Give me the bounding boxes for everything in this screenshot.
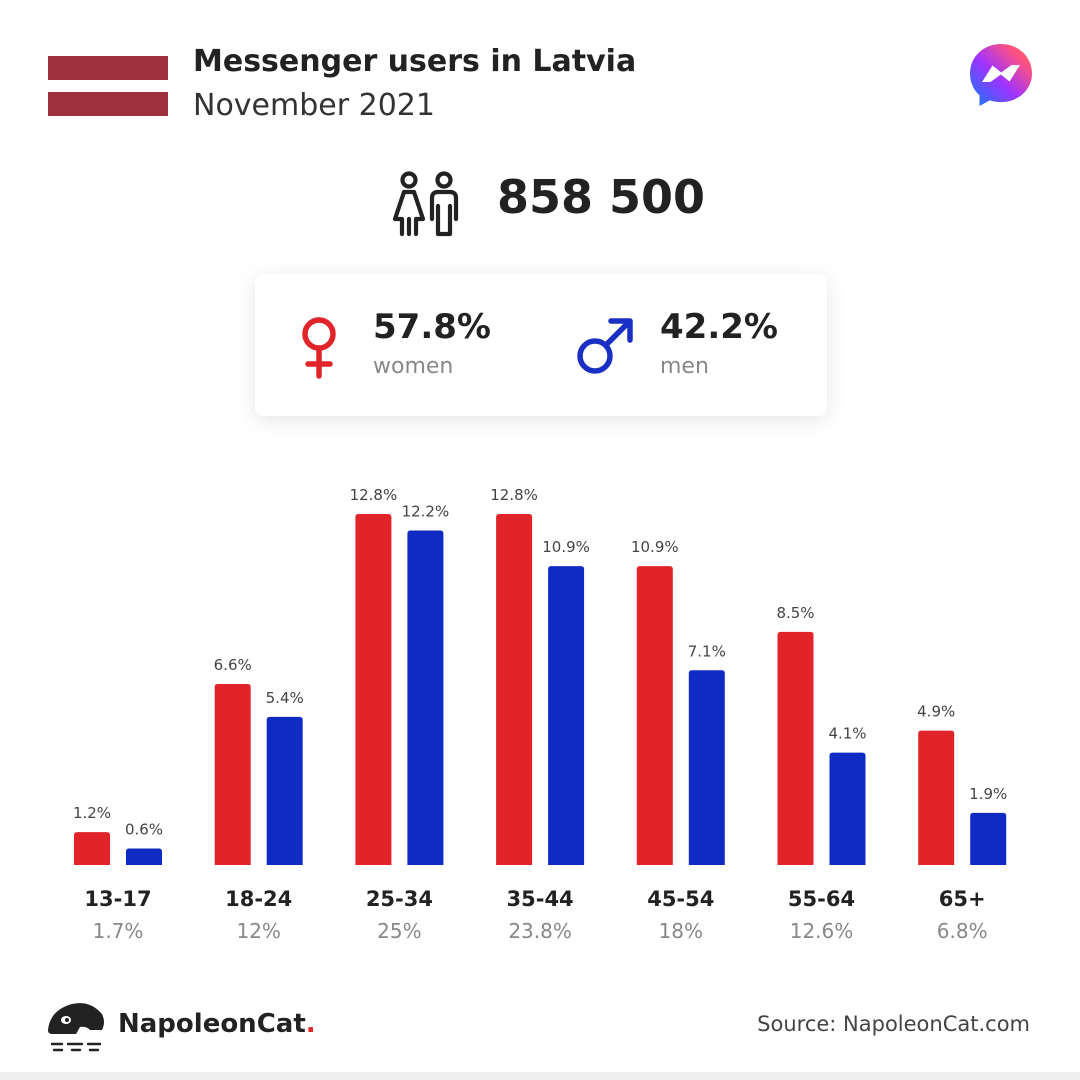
category-label: 13-17 [84,887,151,911]
bar [355,514,392,865]
data-label: 12.8% [490,486,538,504]
category-label: 45-54 [647,887,714,911]
data-label: 1.9% [969,785,1007,803]
men-percentage: 42.2% [660,307,778,347]
male-symbol-icon [577,318,633,374]
flag-stripe-top [48,56,168,80]
women-label: women [373,354,454,379]
bottom-strip [0,1072,1080,1080]
bar [214,684,251,865]
category-label: 55-64 [788,887,855,911]
bar [266,716,303,865]
latvia-flag-icon [48,56,168,116]
category-label: 35-44 [507,887,574,911]
bar [636,566,673,865]
category-total: 18% [659,919,703,943]
data-label: 4.1% [828,725,866,743]
bar [407,530,444,865]
category-total: 12.6% [790,919,854,943]
bar [970,812,1007,865]
gender-card: 57.8% women 42.2% men [255,274,827,416]
data-label: 12.2% [402,502,450,520]
page-subtitle: November 2021 [193,88,435,123]
category-total: 25% [377,919,421,943]
data-label: 4.9% [917,703,955,721]
napoleoncat-logo-icon [48,1003,104,1052]
brand-dot: . [305,1009,316,1039]
source-text: Source: NapoleonCat.com [757,1012,1030,1036]
data-label: 10.9% [542,538,590,556]
data-label: 8.5% [776,604,814,622]
messenger-logo-icon [970,44,1032,106]
data-label: 0.6% [125,821,163,839]
age-gender-bar-chart: 1.2%0.6%13-171.7%6.6%5.4%18-2412%12.8%12… [73,486,1007,943]
category-label: 65+ [939,887,986,911]
category-total: 23.8% [508,919,572,943]
category-label: 25-34 [366,887,433,911]
brand-name: NapoleonCat. [118,1009,316,1039]
bar [74,832,110,865]
category-total: 6.8% [937,919,988,943]
category-label: 18-24 [225,887,292,911]
bar [688,670,725,865]
bar [829,752,866,865]
data-label: 6.6% [214,656,252,674]
female-symbol-icon [302,317,336,379]
data-label: 7.1% [688,642,726,660]
bar [126,848,162,865]
data-label: 5.4% [266,689,304,707]
men-label: men [660,354,709,379]
category-total: 12% [236,919,280,943]
category-total: 1.7% [93,919,144,943]
bar [777,631,814,865]
flag-stripe-bottom [48,92,168,116]
page-title: Messenger users in Latvia [193,44,637,79]
bar [496,514,533,865]
data-label: 10.9% [631,538,679,556]
bar [548,566,585,865]
people-icon [392,171,459,237]
bar [918,730,955,865]
brand-text: NapoleonCat [118,1009,306,1039]
total-users-value: 858 500 [497,170,706,224]
women-percentage: 57.8% [373,307,491,347]
data-label: 12.8% [350,486,398,504]
data-label: 1.2% [73,804,111,822]
